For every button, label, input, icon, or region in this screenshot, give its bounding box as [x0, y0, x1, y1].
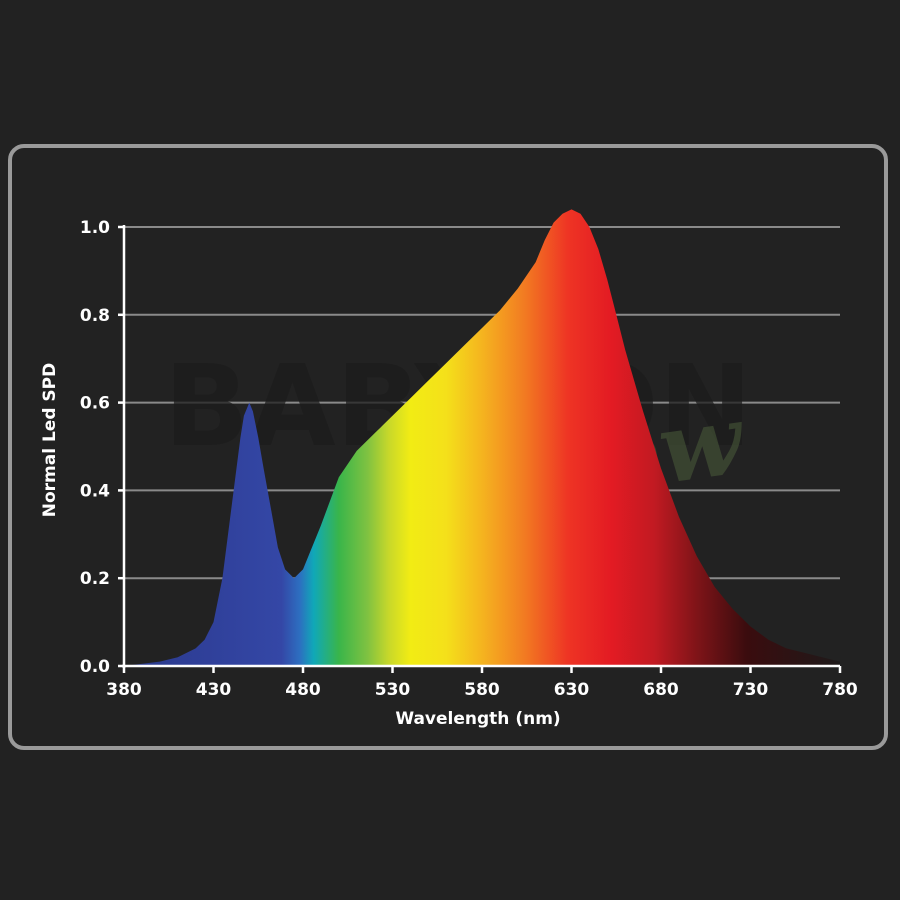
spectrum-area: [124, 209, 840, 666]
y-tick-label-0: 0.0: [80, 657, 110, 677]
y-tick-label-1: 0.2: [80, 569, 110, 589]
x-tick-label-2: 480: [285, 680, 321, 700]
x-tick-label-3: 530: [375, 680, 411, 700]
x-tick-label-0: 380: [106, 680, 142, 700]
axes: [118, 225, 842, 673]
chart-frame: [8, 144, 888, 750]
x-tick-label-4: 580: [464, 680, 500, 700]
spd-curve: [124, 209, 840, 666]
y-tick-label-3: 0.6: [80, 394, 110, 414]
x-tick-label-6: 680: [643, 680, 679, 700]
y-tick-label-4: 0.8: [80, 306, 110, 326]
tick-labels: 0.0 0.2 0.4 0.6 0.8 1.0 380 430 480 530 580 630 680 7…: [80, 218, 858, 700]
x-tick-label-7: 730: [733, 680, 769, 700]
y-tick-label-5: 1.0: [80, 218, 110, 238]
y-axis-title: Normal Led SPD: [40, 363, 60, 518]
x-tick-label-5: 630: [554, 680, 590, 700]
x-tick-label-1: 430: [196, 680, 232, 700]
x-tick-label-8: 780: [822, 680, 858, 700]
y-tick-label-2: 0.4: [80, 481, 110, 501]
x-axis-title: Wavelength (nm): [395, 709, 560, 729]
